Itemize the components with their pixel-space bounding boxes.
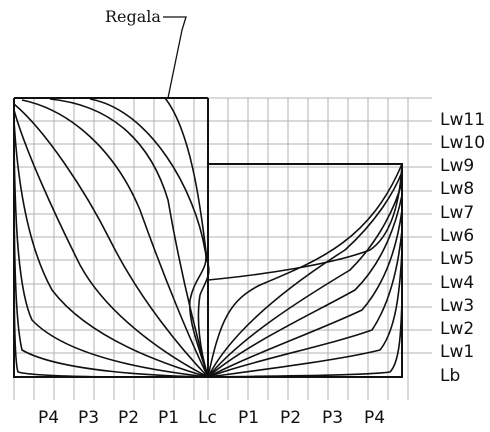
waterline-label: Lw1 [440,342,474,362]
waterline-label: Lw2 [440,319,474,339]
station-label: P2 [118,408,139,428]
waterline-label: Lw9 [440,156,474,176]
waterline-label: Lw6 [440,226,474,246]
regala-leader-line [163,16,187,99]
station-label: P4 [38,408,59,428]
station-labels: P4 P3 P2 P1 Lc P1 P2 P3 P4 [38,408,385,428]
left-section-curves [13,97,210,378]
waterline-label: Lw10 [440,133,485,153]
right-section-curves [207,163,403,378]
waterline-label: Lw3 [440,296,474,316]
waterline-label: Lw5 [440,249,474,269]
station-label: P4 [364,408,385,428]
station-label: P2 [280,408,301,428]
hull-frame-right [208,163,403,378]
station-label: P1 [158,408,179,428]
waterline-labels: Lw11 Lw10 Lw9 Lw8 Lw7 Lw6 Lw5 Lw4 Lw3 Lw… [440,110,485,386]
waterline-label: Lw8 [440,179,474,199]
station-label: Lc [198,408,217,428]
waterline-label: Lb [440,366,460,386]
waterline-label: Lw7 [440,203,474,223]
station-label: P3 [78,408,99,428]
station-label: P3 [322,408,343,428]
regala-label: Regala [105,7,161,26]
waterline-label: Lw4 [440,273,474,293]
waterline-label: Lw11 [440,110,485,130]
station-label: P1 [238,408,259,428]
